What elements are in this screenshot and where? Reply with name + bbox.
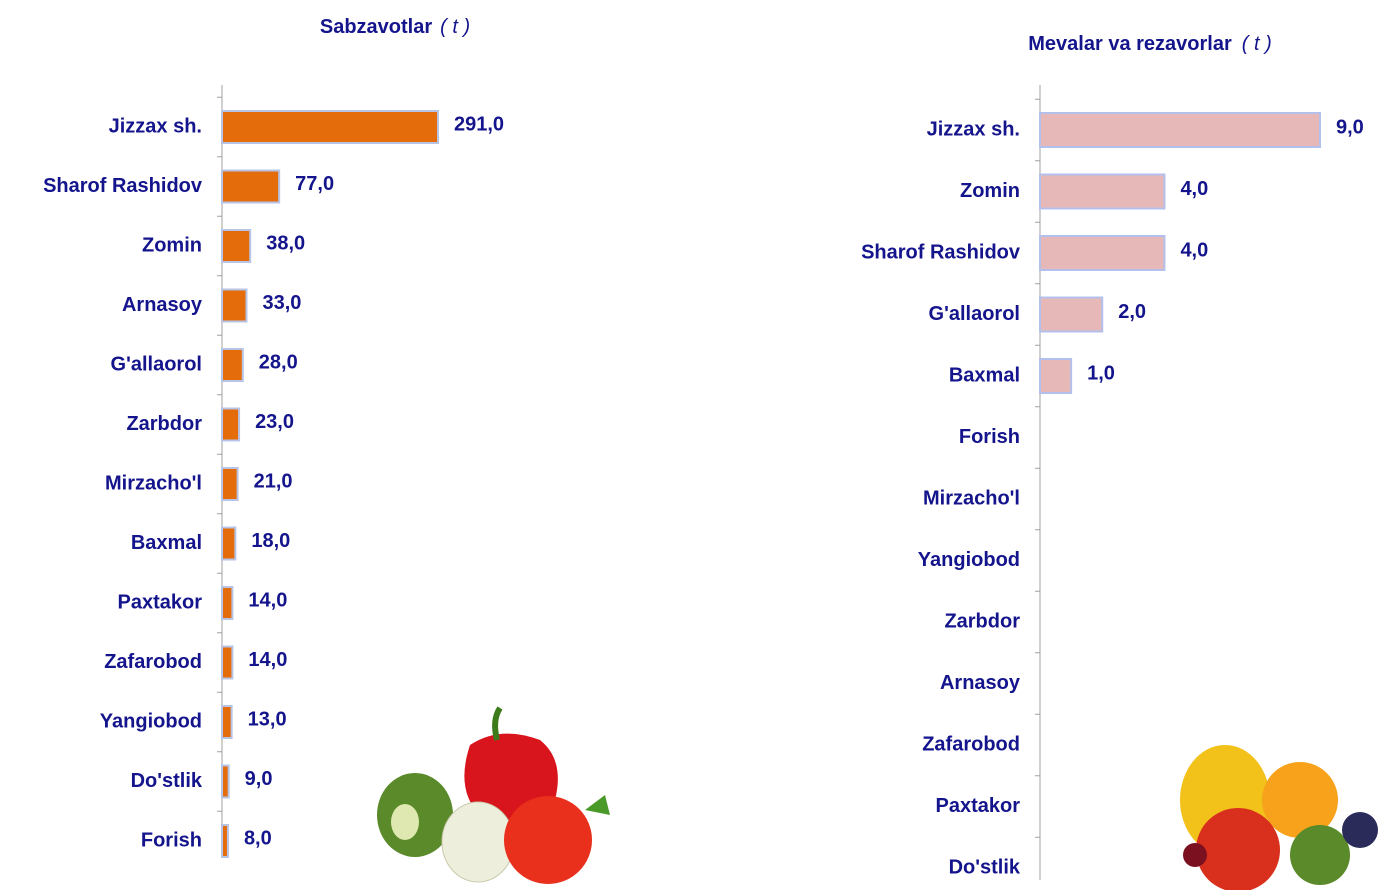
value-label: 9,0	[1336, 116, 1364, 138]
bar	[221, 705, 233, 739]
category-label: Paxtakor	[936, 795, 1021, 817]
category-label: G'allaorol	[111, 353, 202, 375]
category-label: Mirzacho'l	[105, 472, 202, 494]
category-label: Mirzacho'l	[923, 487, 1020, 509]
bar	[221, 526, 237, 561]
vegetables-illustration	[377, 706, 610, 884]
value-label: 18,0	[251, 530, 290, 552]
value-label: 38,0	[266, 232, 305, 254]
bar	[1039, 112, 1321, 148]
category-label: Arnasoy	[940, 672, 1021, 694]
bar	[221, 110, 439, 144]
bar	[221, 764, 230, 799]
bar	[221, 645, 234, 680]
value-label: 23,0	[255, 411, 294, 433]
value-label: 2,0	[1118, 301, 1146, 323]
value-label: 8,0	[244, 827, 272, 849]
bar	[1039, 358, 1073, 394]
bar	[1039, 235, 1166, 271]
category-label: Paxtakor	[118, 591, 203, 613]
bar	[221, 229, 252, 263]
bar	[221, 824, 229, 858]
category-label: Zafarobod	[922, 733, 1020, 755]
title-text: Mevalar va rezavorlar	[1028, 33, 1232, 55]
category-label: Baxmal	[949, 364, 1020, 386]
chart-title: Sabzavotlar ( t )	[320, 16, 470, 38]
value-label: 1,0	[1087, 362, 1115, 384]
value-label: 13,0	[248, 708, 287, 730]
bar	[221, 288, 248, 323]
category-label: Yangiobod	[100, 710, 202, 732]
category-label: Baxmal	[131, 532, 202, 554]
category-label: Do'stlik	[949, 856, 1021, 878]
value-label: 291,0	[454, 113, 504, 135]
category-label: Sharof Rashidov	[43, 175, 203, 197]
category-label: Sharof Rashidov	[861, 241, 1021, 263]
value-label: 14,0	[248, 649, 287, 671]
value-label: 9,0	[245, 768, 273, 790]
value-label: 77,0	[295, 173, 334, 195]
title-text: Sabzavotlar	[320, 16, 432, 38]
category-label: Zafarobod	[104, 651, 202, 673]
category-label: Yangiobod	[918, 549, 1020, 571]
bar	[221, 586, 234, 620]
category-label: Zarbdor	[126, 413, 202, 435]
title-unit: ( t )	[440, 16, 470, 38]
bar	[221, 169, 281, 204]
category-label: Forish	[959, 426, 1020, 448]
bar	[221, 348, 244, 382]
category-label: Jizzax sh.	[927, 118, 1020, 140]
category-label: Zarbdor	[944, 610, 1020, 632]
value-label: 28,0	[259, 351, 298, 373]
fruits-illustration	[1180, 745, 1378, 890]
bar	[221, 407, 241, 442]
value-label: 33,0	[262, 292, 301, 314]
chart-title: Mevalar va rezavorlar ( t )	[1028, 33, 1271, 55]
bar	[1039, 173, 1166, 210]
category-label: G'allaorol	[929, 303, 1020, 325]
category-label: Forish	[141, 829, 202, 851]
value-label: 4,0	[1180, 239, 1208, 261]
category-label: Zomin	[960, 180, 1020, 202]
category-label: Zomin	[142, 234, 202, 256]
bar	[221, 467, 239, 501]
bar	[1039, 296, 1104, 333]
value-label: 14,0	[248, 589, 287, 611]
title-unit: ( t )	[1242, 33, 1272, 55]
category-label: Do'stlik	[131, 770, 203, 792]
value-label: 4,0	[1180, 178, 1208, 200]
value-label: 21,0	[254, 470, 293, 492]
category-label: Arnasoy	[122, 294, 203, 316]
category-label: Jizzax sh.	[109, 115, 202, 137]
